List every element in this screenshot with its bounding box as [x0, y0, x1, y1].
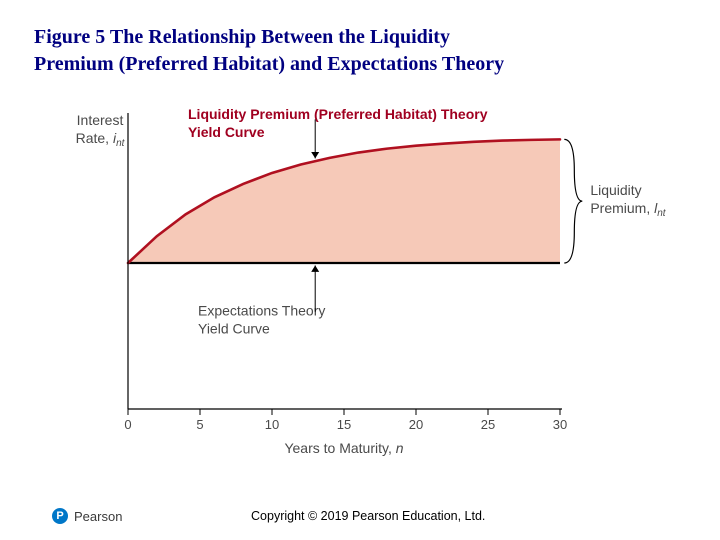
chart: 0 5 10 15 20 25 30 Years to Maturity, n Interest…	[40, 105, 680, 465]
figure-title-line1: Figure 5 The Relationship Between the Li…	[34, 26, 450, 48]
copyright-text: Copyright © 2019 Pearson Education, Ltd.	[122, 509, 614, 523]
lp-fill-area	[128, 139, 560, 263]
brand-name: Pearson	[74, 509, 122, 524]
x-tick-label: 20	[409, 417, 423, 432]
brace	[564, 139, 582, 263]
x-tick-label: 15	[337, 417, 351, 432]
arrowhead	[311, 152, 319, 158]
side-annot-2: Premium, lnt	[590, 200, 666, 219]
figure-title-line2: Premium (Preferred Habitat) and Expectat…	[34, 53, 504, 75]
x-tick-label: 5	[196, 417, 203, 432]
brand-badge-text: P	[56, 511, 63, 522]
y-axis-label-1: Interest	[77, 112, 124, 128]
lp-label-1: Liquidity Premium (Preferred Habitat) Th…	[188, 106, 488, 122]
brand: P Pearson	[52, 508, 122, 524]
arrowhead	[311, 265, 319, 271]
exp-label-1: Expectations Theory	[198, 303, 325, 319]
x-tick-label: 30	[553, 417, 567, 432]
figure-title: Figure 5 The Relationship Between the Li…	[34, 24, 686, 78]
footer: P Pearson Copyright © 2019 Pearson Educa…	[0, 508, 720, 524]
side-annot-1: Liquidity	[590, 182, 641, 198]
y-axis-label-2: Rate, int	[76, 130, 126, 149]
brand-badge: P	[52, 508, 68, 524]
x-axis-label: Years to Maturity, n	[284, 440, 403, 456]
exp-label-2: Yield Curve	[198, 321, 270, 337]
x-tick-label: 10	[265, 417, 279, 432]
x-tick-label: 25	[481, 417, 495, 432]
x-tick-label: 0	[124, 417, 131, 432]
chart-svg: 0 5 10 15 20 25 30 Years to Maturity, n Interest…	[40, 105, 680, 465]
lp-label-2: Yield Curve	[188, 124, 265, 140]
